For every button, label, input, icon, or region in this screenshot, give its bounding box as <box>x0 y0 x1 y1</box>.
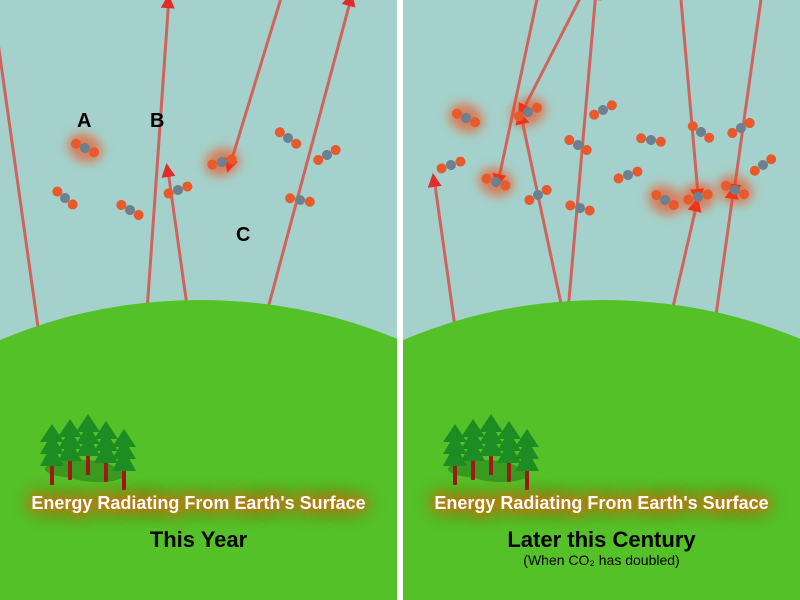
diagram-container: Energy Radiating From Earth's Surface Thi… <box>0 0 800 600</box>
label-B: B <box>150 110 164 133</box>
panel-title: Later this Century <box>403 527 800 553</box>
energy-label: Energy Radiating From Earth's Surface <box>0 493 397 514</box>
label-A: A <box>77 110 91 133</box>
panel-title: This Year <box>0 527 397 553</box>
energy-label: Energy Radiating From Earth's Surface <box>403 493 800 514</box>
label-C: C <box>236 224 250 247</box>
panel-this-year: Energy Radiating From Earth's Surface Thi… <box>0 0 397 600</box>
panel-later-century: Energy Radiating From Earth's Surface Lat… <box>403 0 800 600</box>
panel-subtitle: (When CO₂ has doubled) <box>403 552 800 568</box>
